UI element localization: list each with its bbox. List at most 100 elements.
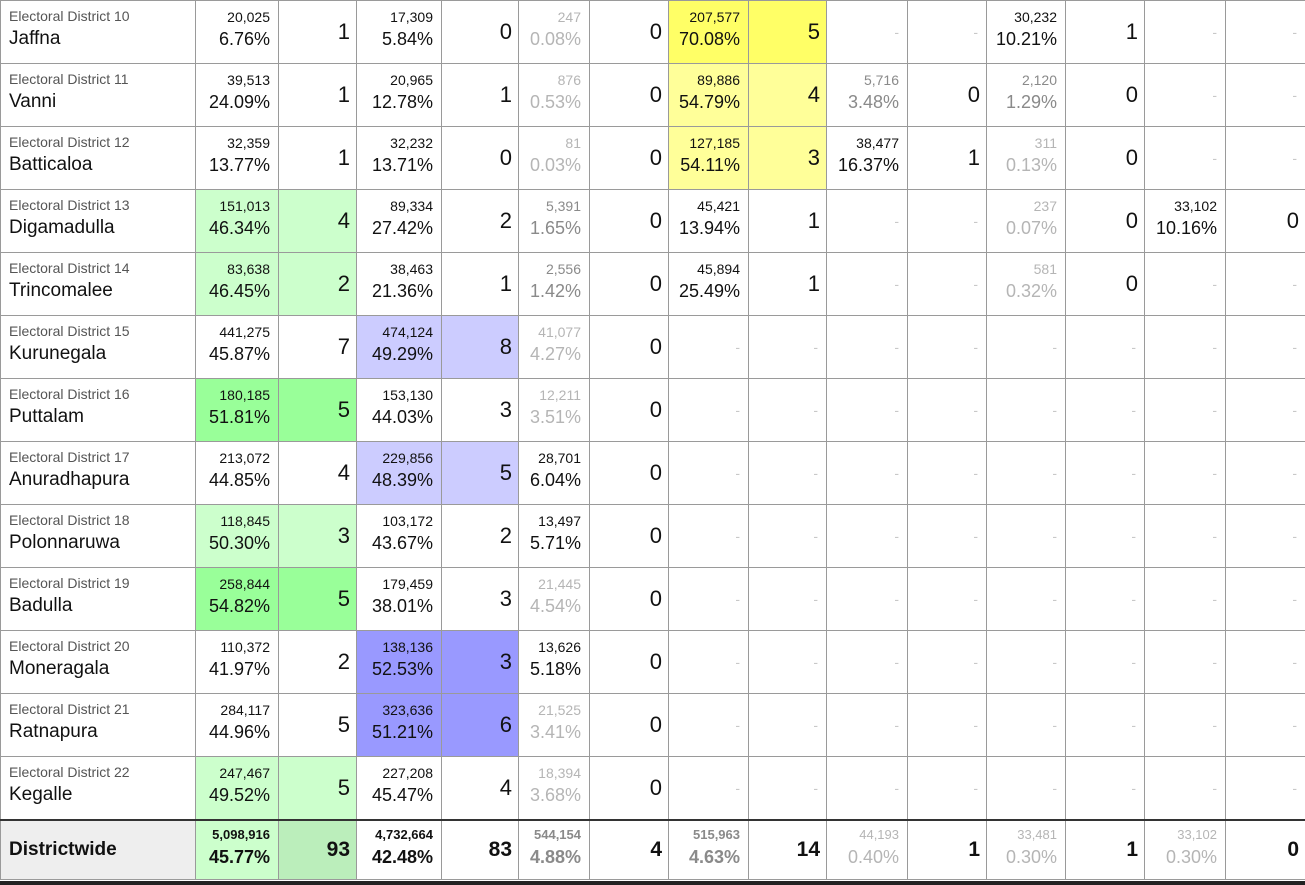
- vote-cell: 544,154 4.88%: [518, 819, 590, 880]
- vote-count: 153,130: [382, 386, 433, 403]
- vote-cell: 89,886 54.79%: [668, 63, 749, 127]
- vote-count: 441,275: [219, 323, 270, 340]
- district-number: Electoral District 11: [9, 71, 129, 87]
- seat-count: 1: [278, 126, 357, 190]
- vote-count: 311: [1034, 134, 1057, 151]
- seat-count: 6: [441, 693, 519, 757]
- seat-count: 0: [1065, 252, 1145, 316]
- empty-dash: -: [748, 504, 827, 568]
- empty-dash: -: [1144, 504, 1226, 568]
- vote-cell: 12,211 3.51%: [518, 378, 590, 442]
- vote-percent: 0.30%: [1165, 846, 1217, 867]
- vote-percent: 45.47%: [371, 784, 433, 805]
- seat-count: 1: [1065, 819, 1145, 880]
- empty-dash: -: [1144, 0, 1226, 64]
- seat-count: 0: [589, 504, 669, 568]
- seat-count: 5: [278, 378, 357, 442]
- seat-count: 5: [278, 693, 357, 757]
- vote-cell: 213,072 44.85%: [195, 441, 279, 505]
- vote-cell: 441,275 45.87%: [195, 315, 279, 379]
- empty-dash: -: [1065, 693, 1145, 757]
- district-number: Electoral District 22: [9, 764, 130, 780]
- vote-count: 2,556: [545, 260, 581, 277]
- vote-count: 89,886: [697, 71, 740, 88]
- vote-count: 33,102: [1177, 826, 1217, 842]
- vote-cell: 153,130 44.03%: [356, 378, 442, 442]
- vote-percent: 5.71%: [529, 532, 581, 553]
- vote-cell: 227,208 45.47%: [356, 756, 442, 821]
- empty-dash: -: [1144, 567, 1226, 631]
- district-cell: Electoral District 15 Kurunegala: [0, 315, 196, 379]
- vote-count: 30,232: [1014, 8, 1057, 25]
- seat-count: 0: [1065, 126, 1145, 190]
- vote-cell: 28,701 6.04%: [518, 441, 590, 505]
- seat-count: 5: [441, 441, 519, 505]
- vote-count: 83,638: [227, 260, 270, 277]
- seat-count: 2: [441, 189, 519, 253]
- empty-dash: -: [907, 630, 987, 694]
- vote-percent: 1.42%: [529, 280, 581, 301]
- vote-cell: 180,185 51.81%: [195, 378, 279, 442]
- district-cell: Electoral District 11 Vanni: [0, 63, 196, 127]
- empty-dash: -: [1144, 630, 1226, 694]
- vote-cell: 45,421 13.94%: [668, 189, 749, 253]
- vote-count: 12,211: [539, 386, 581, 403]
- empty-dash: -: [1144, 126, 1226, 190]
- vote-percent: 5.84%: [381, 28, 433, 49]
- vote-count: 180,185: [219, 386, 270, 403]
- vote-percent: 21.36%: [371, 280, 433, 301]
- vote-count: 38,477: [856, 134, 899, 151]
- seat-count: 0: [441, 0, 519, 64]
- seat-count: 0: [441, 126, 519, 190]
- vote-count: 876: [557, 71, 581, 88]
- empty-dash: -: [668, 504, 749, 568]
- vote-cell: 2,556 1.42%: [518, 252, 590, 316]
- vote-percent: 70.08%: [678, 28, 740, 49]
- vote-cell: 5,391 1.65%: [518, 189, 590, 253]
- seat-count: 3: [441, 630, 519, 694]
- vote-percent: 0.07%: [1005, 217, 1057, 238]
- vote-count: 38,463: [390, 260, 433, 277]
- empty-dash: -: [907, 756, 987, 821]
- vote-cell: 83,638 46.45%: [195, 252, 279, 316]
- vote-cell: 247 0.08%: [518, 0, 590, 64]
- empty-dash: -: [748, 693, 827, 757]
- vote-cell: 207,577 70.08%: [668, 0, 749, 64]
- vote-percent: 4.54%: [529, 595, 581, 616]
- vote-cell: 247,467 49.52%: [195, 756, 279, 821]
- table-row: Electoral District 16 Puttalam 180,185 51.8…: [0, 378, 1305, 442]
- district-cell: Electoral District 22 Kegalle: [0, 756, 196, 821]
- table-row: Electoral District 14 Trincomalee 83,638 46…: [0, 252, 1305, 316]
- empty-dash: -: [748, 315, 827, 379]
- seat-count: 0: [589, 441, 669, 505]
- vote-percent: 51.21%: [371, 721, 433, 742]
- empty-dash: -: [748, 567, 827, 631]
- district-name: Polonnaruwa: [9, 532, 120, 553]
- vote-count: 284,117: [220, 701, 270, 718]
- seat-count: 0: [1225, 819, 1305, 880]
- vote-cell: 4,732,664 42.48%: [356, 819, 442, 880]
- district-number: Electoral District 18: [9, 512, 130, 528]
- vote-count: 515,963: [693, 826, 740, 842]
- vote-cell: 20,965 12.78%: [356, 63, 442, 127]
- empty-dash: -: [826, 378, 908, 442]
- empty-dash: -: [826, 441, 908, 505]
- seat-count: 4: [441, 756, 519, 821]
- vote-count: 13,626: [538, 638, 581, 655]
- vote-cell: 38,477 16.37%: [826, 126, 908, 190]
- vote-percent: 16.37%: [837, 154, 899, 175]
- vote-cell: 21,525 3.41%: [518, 693, 590, 757]
- district-name: Kegalle: [9, 784, 73, 805]
- seat-count: 0: [1065, 189, 1145, 253]
- table-row: Electoral District 13 Digamadulla 151,013 4…: [0, 189, 1305, 253]
- vote-percent: 6.76%: [218, 28, 270, 49]
- empty-dash: -: [907, 315, 987, 379]
- vote-percent: 4.63%: [688, 846, 740, 867]
- vote-cell: 151,013 46.34%: [195, 189, 279, 253]
- vote-percent: 5.18%: [529, 658, 581, 679]
- vote-percent: 3.41%: [529, 721, 581, 742]
- empty-dash: -: [986, 378, 1066, 442]
- vote-count: 213,072: [219, 449, 270, 466]
- vote-count: 127,185: [689, 134, 740, 151]
- empty-dash: -: [826, 315, 908, 379]
